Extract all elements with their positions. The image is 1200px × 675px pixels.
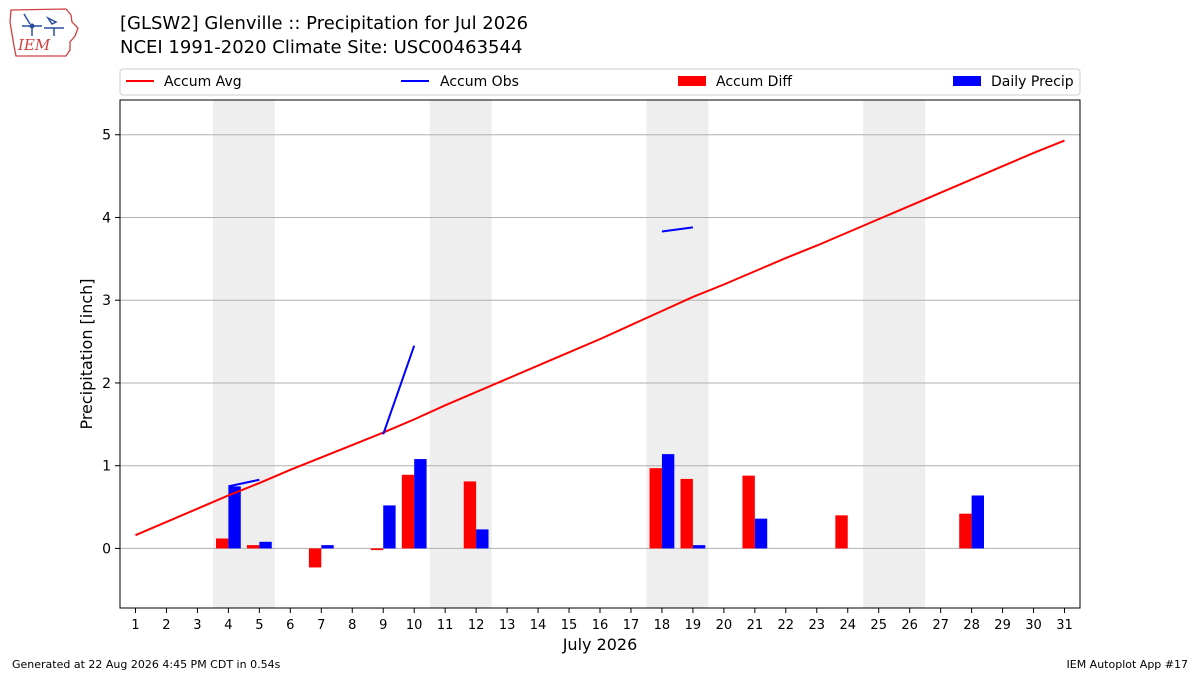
daily-precip-bar	[383, 505, 396, 549]
legend-label-accum-obs: Accum Obs	[440, 74, 519, 90]
legend-label-daily-precip: Daily Precip	[991, 74, 1074, 90]
weather-station-icon	[22, 13, 64, 36]
accum-diff-bar	[216, 538, 229, 549]
x-tick-label: 30	[1025, 618, 1042, 633]
x-tick-label: 3	[193, 618, 201, 633]
weekend-shading	[212, 100, 926, 608]
iowa-outline-icon	[9, 8, 79, 57]
weekend-shade-band	[863, 100, 926, 608]
generated-timestamp: Generated at 22 Aug 2026 4:45 PM CDT in …	[12, 658, 281, 671]
chart-subtitle: NCEI 1991-2020 Climate Site: USC00463544	[120, 37, 523, 58]
x-tick-label: 20	[716, 618, 733, 633]
app-credit: IEM Autoplot App #17	[1066, 658, 1189, 671]
daily-precip-bar	[228, 486, 241, 549]
accum-diff-bar	[959, 513, 972, 549]
x-tick-label: 11	[437, 618, 454, 633]
x-tick-label: 26	[901, 618, 918, 633]
daily-precip-bar	[661, 454, 675, 549]
x-tick-label: 12	[468, 618, 485, 633]
accum-diff-bar	[680, 478, 693, 549]
x-tick-label: 19	[685, 618, 702, 633]
accum-diff-bar	[401, 474, 415, 549]
legend-swatch-daily-precip	[953, 76, 981, 86]
accum-avg-line	[135, 139, 1065, 537]
legend-label-accum-diff: Accum Diff	[716, 74, 792, 90]
x-tick-label: 6	[286, 618, 294, 633]
legend-swatch-accum-diff	[678, 76, 706, 86]
y-axis-ticks: 0 1 2 3 4 5	[102, 128, 120, 557]
legend: Accum Avg Accum Obs Accum Diff Daily Pre…	[119, 68, 1081, 96]
x-tick-label: 15	[561, 618, 578, 633]
x-tick-label: 25	[870, 618, 887, 633]
x-tick-label: 4	[224, 618, 232, 633]
x-tick-label: 16	[592, 618, 609, 633]
x-tick-label: 18	[654, 618, 671, 633]
x-axis-ticks: 1 2 3 4 5 6 7 8 9 10 11 12 13 14 15 16 17 18 19 20 21 22 23 24 2…	[131, 608, 1073, 633]
daily-precip-bar	[414, 459, 427, 549]
x-tick-label: 9	[379, 618, 387, 633]
legend-label-accum-avg: Accum Avg	[164, 74, 242, 90]
x-tick-label: 2	[162, 618, 170, 633]
x-tick-label: 27	[932, 618, 949, 633]
y-tick-label: 3	[102, 293, 111, 309]
x-tick-label: 5	[255, 618, 263, 633]
chart-title: [GLSW2] Glenville :: Precipitation for J…	[120, 13, 529, 34]
daily-precip-bar	[692, 545, 706, 549]
x-tick-label: 8	[348, 618, 356, 633]
x-axis-label: July 2026	[562, 635, 638, 654]
legend-frame	[119, 68, 1081, 96]
accum-obs-line	[382, 345, 416, 435]
accum-diff-bar	[463, 481, 477, 549]
x-tick-label: 21	[747, 618, 764, 633]
daily-precip-bar	[971, 495, 984, 549]
accum-diff-bar	[649, 468, 662, 549]
weekend-shade-band	[212, 100, 275, 608]
x-tick-label: 1	[131, 618, 139, 633]
logo-text: IEM	[17, 36, 51, 54]
accum-obs-line	[661, 226, 694, 233]
station-dot-icon	[29, 23, 35, 29]
x-tick-label: 14	[530, 618, 547, 633]
accum-lines	[135, 139, 1065, 537]
accum-diff-bar	[308, 548, 322, 568]
x-tick-label: 24	[839, 618, 856, 633]
y-axis-label: Precipitation [inch]	[77, 278, 96, 429]
accum-diff-bar	[835, 515, 848, 549]
y-tick-label: 1	[102, 459, 111, 475]
accum-diff-bar	[246, 545, 260, 549]
daily-precip-bar	[321, 545, 334, 549]
x-tick-label: 7	[317, 618, 325, 633]
x-tick-label: 23	[809, 618, 826, 633]
y-tick-label: 5	[102, 128, 111, 144]
x-tick-label: 29	[994, 618, 1011, 633]
x-tick-label: 13	[499, 618, 516, 633]
accum-obs-line	[228, 478, 260, 488]
weekend-shade-band	[429, 100, 492, 608]
x-tick-label: 22	[778, 618, 795, 633]
accum-diff-bar	[370, 548, 384, 551]
daily-precip-bar	[476, 529, 489, 549]
accum-diff-bar	[742, 475, 755, 549]
x-tick-label: 10	[406, 618, 423, 633]
bars	[216, 454, 984, 568]
daily-precip-bar	[259, 541, 272, 549]
iem-logo: IEM	[9, 8, 79, 57]
x-tick-label: 31	[1056, 618, 1073, 633]
daily-precip-bar	[754, 518, 768, 549]
y-tick-label: 2	[102, 376, 111, 392]
x-tick-label: 17	[623, 618, 640, 633]
y-tick-label: 0	[102, 541, 111, 557]
x-tick-label: 28	[963, 618, 980, 633]
y-gridlines	[120, 134, 1080, 549]
y-tick-label: 4	[102, 210, 111, 226]
